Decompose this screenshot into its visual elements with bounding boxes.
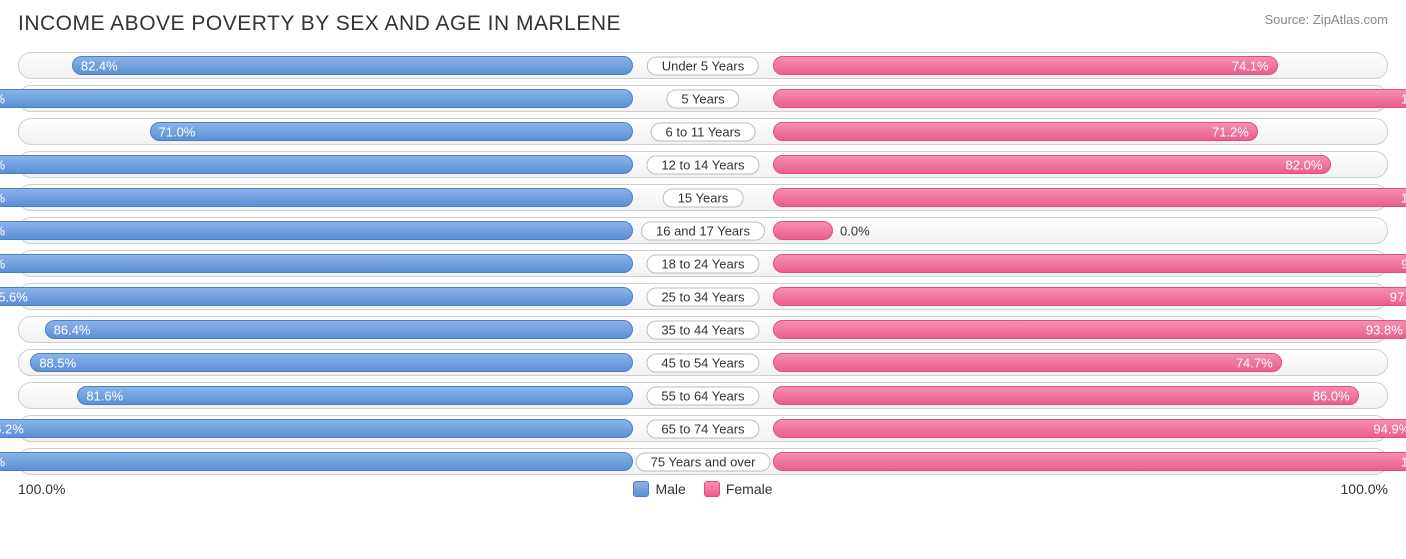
bar-value-male: 71.0% [159,124,196,139]
bar-female: 93.8% [773,320,1406,339]
bar-value-male: 100.0% [0,256,5,271]
table-row: 95.6%97.3%25 to 34 Years [18,283,1388,310]
bar-value-male: 96.2% [0,421,24,436]
category-label: 16 and 17 Years [641,221,765,240]
bar-female: 0.0% [773,221,833,240]
bar-female: 99.0% [773,254,1406,273]
table-row: 100.0%100.0%15 Years [18,184,1388,211]
bar-male: 96.2% [0,419,633,438]
axis-left-label: 100.0% [18,481,65,497]
bar-male: 71.0% [150,122,634,141]
bar-value-female: 94.9% [1373,421,1406,436]
bar-female: 97.3% [773,287,1406,306]
legend-label-female: Female [726,481,773,497]
bar-value-female: 82.0% [1286,157,1323,172]
bar-value-female: 100.0% [1401,91,1406,106]
table-row: 82.4% 74.1% Under 5 Years [18,52,1388,79]
bar-male: 100.0% [0,452,633,471]
bar-value-male: 81.6% [86,388,123,403]
bar-male: 88.5% [30,353,633,372]
bar-value-male: 86.4% [54,322,91,337]
table-row: 100.0%100.0%5 Years [18,85,1388,112]
bar-female: 100.0% [773,452,1406,471]
bar-value-female: 74.1% [1232,58,1269,73]
bar-female: 86.0% [773,386,1359,405]
table-row: 96.2%94.9%65 to 74 Years [18,415,1388,442]
table-row: 86.4%93.8%35 to 44 Years [18,316,1388,343]
category-label: 75 Years and over [636,452,771,471]
chart-rows: 82.4% 74.1% Under 5 Years 100.0%100.0%5 Yea… [18,52,1388,475]
bar-female: 100.0% [773,188,1406,207]
bar-value-female: 0.0% [840,223,870,238]
bar-value-female: 86.0% [1313,388,1350,403]
bar-female: 82.0% [773,155,1331,174]
bar-value-female: 100.0% [1401,454,1406,469]
category-label: 55 to 64 Years [646,386,759,405]
chart-source: Source: ZipAtlas.com [1264,12,1388,27]
legend-item-female: Female [704,481,773,497]
bar-value-male: 95.6% [0,289,28,304]
category-label: 12 to 14 Years [646,155,759,174]
category-label: 45 to 54 Years [646,353,759,372]
table-row: 88.5% 74.7% 45 to 54 Years [18,349,1388,376]
bar-male: 86.4% [45,320,633,339]
bar-male: 100.0% [0,188,633,207]
bar-value-male: 100.0% [0,157,5,172]
bar-female: 94.9% [773,419,1406,438]
bar-female: 74.7% [773,353,1282,372]
bar-value-female: 100.0% [1401,190,1406,205]
bar-value-male: 100.0% [0,190,5,205]
category-label: 18 to 24 Years [646,254,759,273]
bar-male: 95.6% [0,287,633,306]
bar-value-female: 97.3% [1390,289,1406,304]
category-label: 25 to 34 Years [646,287,759,306]
bar-male: 100.0% [0,155,633,174]
table-row: 71.0% 71.2% 6 to 11 Years [18,118,1388,145]
bar-value-female: 71.2% [1212,124,1249,139]
bar-value-male: 82.4% [81,58,118,73]
bar-female: 74.1% [773,56,1278,75]
category-label: 6 to 11 Years [651,122,756,141]
table-row: 100.0%100.0%75 Years and over [18,448,1388,475]
legend-item-male: Male [633,481,685,497]
bar-value-male: 100.0% [0,91,5,106]
legend-label-male: Male [655,481,685,497]
table-row: 100.0%99.0%18 to 24 Years [18,250,1388,277]
legend-swatch-female [704,481,720,497]
bar-male: 100.0% [0,89,633,108]
bar-value-male: 100.0% [0,223,5,238]
legend: Male Female [633,481,772,497]
bar-value-female: 99.0% [1401,256,1406,271]
bar-value-female: 93.8% [1366,322,1403,337]
category-label: 65 to 74 Years [646,419,759,438]
bar-male: 100.0% [0,221,633,240]
bar-male: 81.6% [77,386,633,405]
bar-value-male: 100.0% [0,454,5,469]
legend-swatch-male [633,481,649,497]
chart-title: INCOME ABOVE POVERTY BY SEX AND AGE IN M… [18,12,621,36]
table-row: 100.0%82.0%12 to 14 Years [18,151,1388,178]
table-row: 81.6% 86.0% 55 to 64 Years [18,382,1388,409]
bar-value-female: 74.7% [1236,355,1273,370]
category-label: 5 Years [666,89,739,108]
category-label: 35 to 44 Years [646,320,759,339]
bar-male: 100.0% [0,254,633,273]
table-row: 100.0%0.0%16 and 17 Years [18,217,1388,244]
category-label: 15 Years [663,188,744,207]
bar-female: 100.0% [773,89,1406,108]
bar-female: 71.2% [773,122,1258,141]
bar-male: 82.4% [72,56,633,75]
axis-right-label: 100.0% [1341,481,1388,497]
bar-value-male: 88.5% [39,355,76,370]
category-label: Under 5 Years [647,56,759,75]
